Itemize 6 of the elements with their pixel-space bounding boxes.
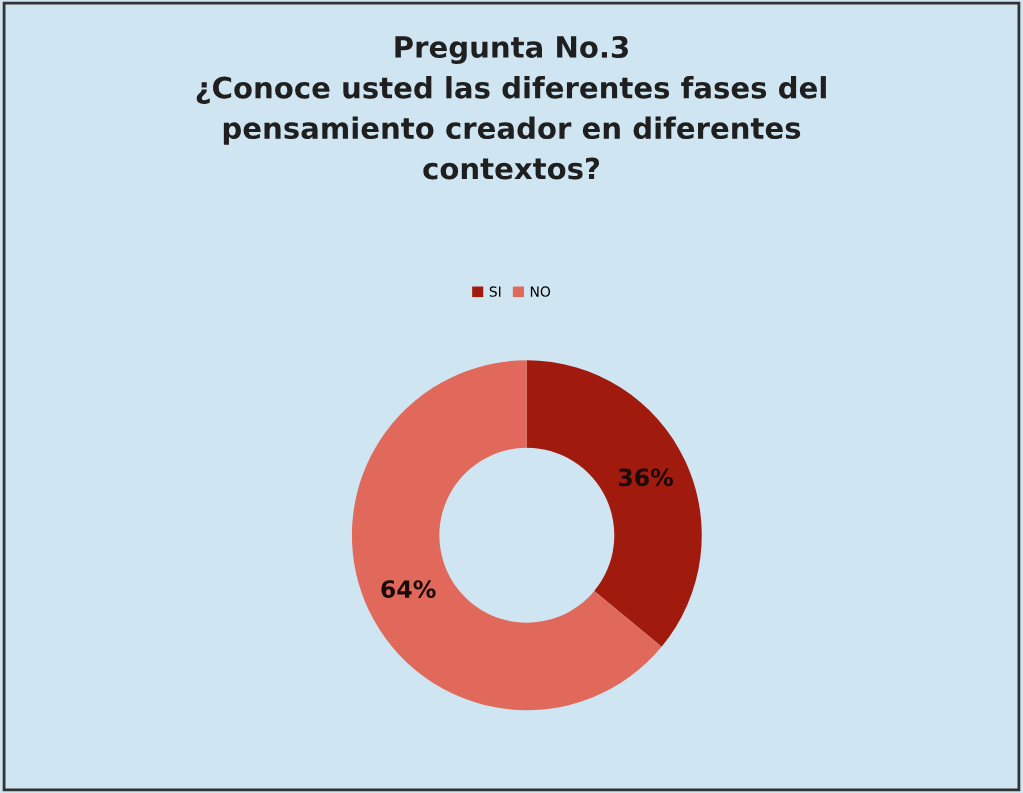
chart-title: Pregunta No.3 ¿Conoce usted las diferentes fases del pensamiento creador en diferentes contextos? — [196, 35, 826, 180]
donut-slice — [526, 360, 702, 647]
legend-label: NO — [530, 286, 551, 297]
data-label: 64% — [381, 580, 436, 598]
legend-label: SI — [489, 286, 501, 297]
data-label: 36% — [618, 468, 674, 487]
